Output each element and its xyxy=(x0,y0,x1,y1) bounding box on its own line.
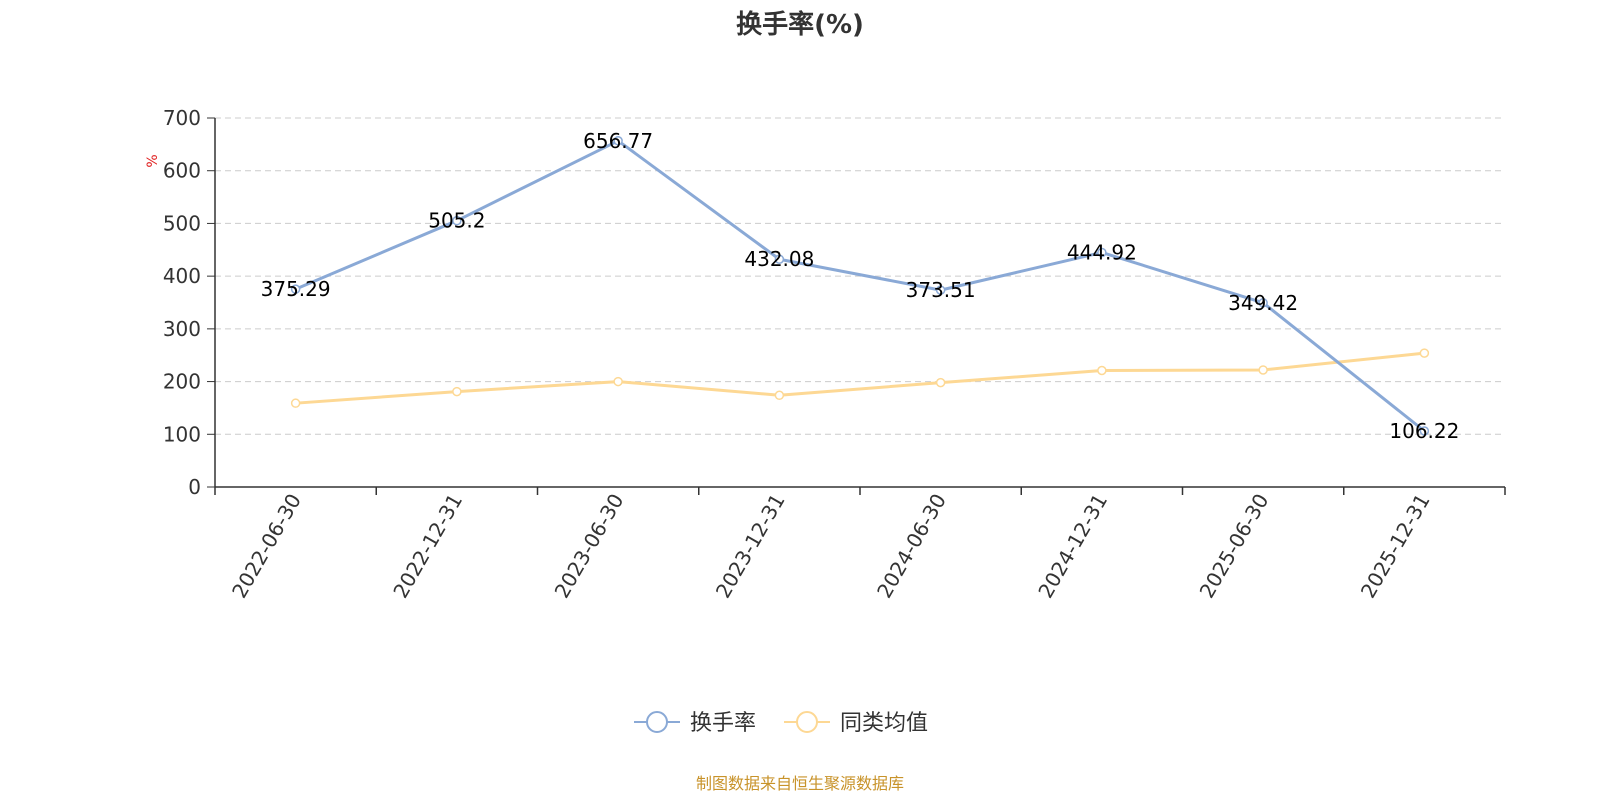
y-axis-unit-label: % xyxy=(145,154,161,167)
x-tick-label: 2025-06-30 xyxy=(1195,490,1274,603)
x-tick-label: 2023-06-30 xyxy=(550,490,629,603)
data-point[interactable] xyxy=(1097,247,1107,258)
y-tick-label: 100 xyxy=(163,422,201,446)
legend-label: 换手率 xyxy=(690,711,756,736)
data-label: 349.42 xyxy=(1228,291,1298,315)
x-tick-label: 2022-12-31 xyxy=(388,490,467,603)
y-tick-label: 400 xyxy=(163,264,201,288)
data-point[interactable] xyxy=(1419,426,1430,436)
x-tick-label: 2024-12-31 xyxy=(1033,490,1112,603)
data-point[interactable] xyxy=(1258,298,1268,308)
data-point[interactable] xyxy=(452,386,462,397)
axes xyxy=(207,117,1506,495)
legend-marker-icon xyxy=(646,711,668,733)
data-point[interactable] xyxy=(774,254,785,264)
y-tick-label: 700 xyxy=(163,106,201,130)
series-layer xyxy=(290,136,1430,436)
data-point[interactable] xyxy=(452,215,462,226)
y-tick-label: 200 xyxy=(163,370,201,394)
data-label: 432.08 xyxy=(744,247,814,271)
y-tick-label: 500 xyxy=(163,211,201,235)
data-label: 444.92 xyxy=(1067,240,1137,264)
x-tick-label: 2022-06-30 xyxy=(227,490,306,603)
y-tick-label: 300 xyxy=(163,317,201,341)
data-point[interactable] xyxy=(1258,365,1268,375)
x-tick-label: 2023-12-31 xyxy=(711,490,790,603)
data-point[interactable] xyxy=(1097,365,1107,376)
x-tick-label: 2025-12-31 xyxy=(1356,490,1435,603)
x-tick-labels: 2022-06-30 2022-12-31 2023-06-30 2023-12-31… xyxy=(227,490,1435,603)
data-label: 375.29 xyxy=(261,277,331,301)
data-point[interactable] xyxy=(290,284,301,294)
y-tick-label: 600 xyxy=(163,159,201,183)
data-labels: 375.29 505.2 656.77 432.08 373.51 444.92 349.4… xyxy=(261,129,1460,443)
y-tick-label: 0 xyxy=(188,475,201,499)
data-point[interactable] xyxy=(935,285,946,295)
chart-title: 换手率(%) xyxy=(736,9,864,40)
grid-lines xyxy=(215,117,1505,435)
data-point[interactable] xyxy=(613,376,623,387)
y-tick-labels: 0 100 200 300 400 500 600 700 xyxy=(163,106,201,499)
data-source-note: 制图数据来自恒生聚源数据库 xyxy=(696,774,904,793)
data-point[interactable] xyxy=(613,136,623,146)
data-point[interactable] xyxy=(290,398,301,408)
data-label: 505.2 xyxy=(428,209,485,233)
data-point[interactable] xyxy=(935,377,946,388)
legend-item[interactable]: 同类均值 xyxy=(784,711,928,736)
x-tick-label: 2024-06-30 xyxy=(872,490,951,603)
data-label: 106.22 xyxy=(1389,419,1459,443)
legend-marker-icon xyxy=(796,711,818,733)
series-line-peer-average xyxy=(295,351,1425,405)
data-point[interactable] xyxy=(1419,348,1430,358)
data-point[interactable] xyxy=(774,390,785,401)
legend[interactable]: 换手率 同类均值 xyxy=(634,711,928,736)
legend-item[interactable]: 换手率 xyxy=(634,711,756,736)
data-label: 373.51 xyxy=(906,278,976,302)
legend-label: 同类均值 xyxy=(840,711,928,736)
data-label: 656.77 xyxy=(583,129,653,153)
series-line-turnover xyxy=(295,139,1426,433)
